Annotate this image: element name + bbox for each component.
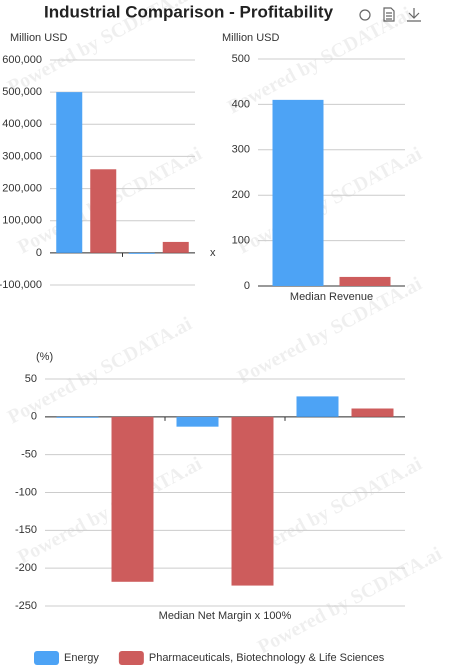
legend-label: Energy bbox=[64, 652, 99, 664]
x-tick-label: Median Revenue bbox=[290, 291, 373, 303]
y-tick-label: 50 bbox=[25, 373, 37, 385]
y-tick-label: 600,000 bbox=[2, 54, 42, 66]
legend-swatch bbox=[118, 651, 144, 665]
bar bbox=[56, 92, 83, 253]
y-tick-label: 100,000 bbox=[2, 215, 42, 227]
bar bbox=[339, 276, 391, 286]
y-tick-label: 500,000 bbox=[2, 86, 42, 98]
watermark: Powered by SCDATA.ai bbox=[14, 453, 206, 569]
bar bbox=[128, 252, 155, 254]
tool-icon[interactable] bbox=[407, 8, 421, 22]
bar bbox=[296, 396, 339, 417]
watermark: Powered by SCDATA.ai bbox=[254, 543, 446, 659]
bar bbox=[111, 416, 154, 582]
bar bbox=[272, 99, 324, 286]
bar bbox=[90, 169, 117, 253]
y-tick-label: 400,000 bbox=[2, 118, 42, 130]
bar bbox=[162, 241, 189, 253]
y-tick-label: 100 bbox=[232, 235, 250, 247]
y-axis-label: Million USD bbox=[222, 32, 280, 44]
y-tick-label: -100 bbox=[15, 486, 37, 498]
y-tick-label: -150 bbox=[15, 524, 37, 536]
y-tick-label: -250 bbox=[15, 600, 37, 612]
x-axis-label: x bbox=[210, 247, 216, 259]
tool-icon[interactable] bbox=[383, 7, 395, 22]
y-axis-label: (%) bbox=[36, 351, 53, 363]
y-tick-label: 300 bbox=[232, 144, 250, 156]
legend-swatch bbox=[34, 651, 59, 665]
bar bbox=[176, 416, 219, 427]
legend-label: Pharmaceuticals, Biotechnology & Life Sc… bbox=[149, 652, 385, 664]
y-tick-label: 200 bbox=[232, 189, 250, 201]
bar bbox=[351, 408, 394, 417]
y-tick-label: -100,000 bbox=[0, 279, 42, 291]
y-tick-label: 0 bbox=[31, 411, 37, 423]
y-tick-label: 0 bbox=[244, 280, 250, 292]
bar bbox=[56, 416, 99, 418]
chart-title: Industrial Comparison - Profitability bbox=[44, 2, 334, 21]
y-tick-label: 0 bbox=[36, 247, 42, 259]
toolbar[interactable] bbox=[359, 7, 421, 22]
y-tick-label: 500 bbox=[232, 53, 250, 65]
x-tick-label: Median Net Margin x 100% bbox=[159, 610, 292, 622]
y-tick-label: 200,000 bbox=[2, 182, 42, 194]
y-tick-label: -200 bbox=[15, 562, 37, 574]
y-axis-label: Million USD bbox=[10, 32, 68, 44]
bar bbox=[231, 416, 274, 586]
y-tick-label: -50 bbox=[21, 449, 37, 461]
y-tick-label: 400 bbox=[232, 98, 250, 110]
y-tick-label: 300,000 bbox=[2, 150, 42, 162]
tool-icon[interactable] bbox=[359, 9, 371, 21]
